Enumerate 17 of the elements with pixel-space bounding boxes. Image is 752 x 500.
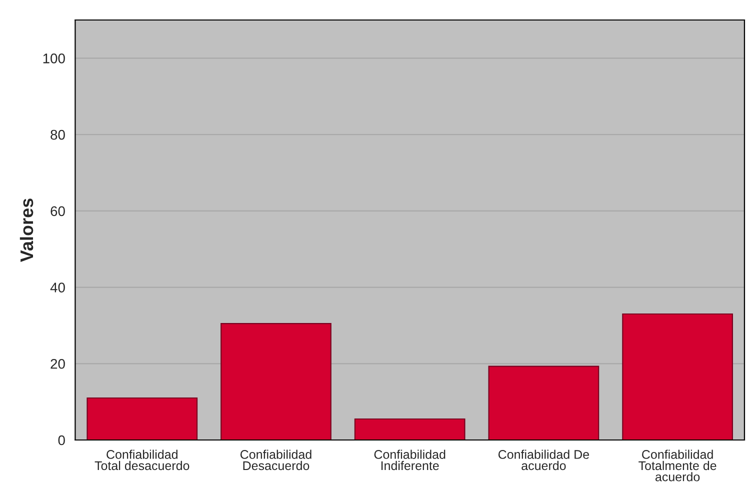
y-tick-label: 80 xyxy=(50,130,65,140)
y-tick-label: 20 xyxy=(50,358,65,369)
y-tick-label: 60 xyxy=(50,206,65,216)
y-tick-label: 40 xyxy=(50,282,65,292)
y-tick-label: 0 xyxy=(58,435,65,446)
bar xyxy=(622,313,733,440)
x-tick-label: Confiabilidad Total desacuerdo xyxy=(94,450,190,470)
y-tick-label: 100 xyxy=(43,54,65,64)
bar xyxy=(86,397,198,440)
bar xyxy=(220,322,332,440)
x-tick-label: Confiabilidad De acuerdo xyxy=(498,450,590,470)
x-tick-label: Confiabilidad Desacuerdo xyxy=(240,450,312,470)
x-tick-label: Confiabilidad Totalmente de acuerdo xyxy=(638,450,716,482)
y-axis-title: Valores xyxy=(20,198,34,262)
x-tick-label: Confiabilidad Indiferente xyxy=(374,450,446,470)
bar xyxy=(354,418,466,440)
bar xyxy=(488,366,600,440)
